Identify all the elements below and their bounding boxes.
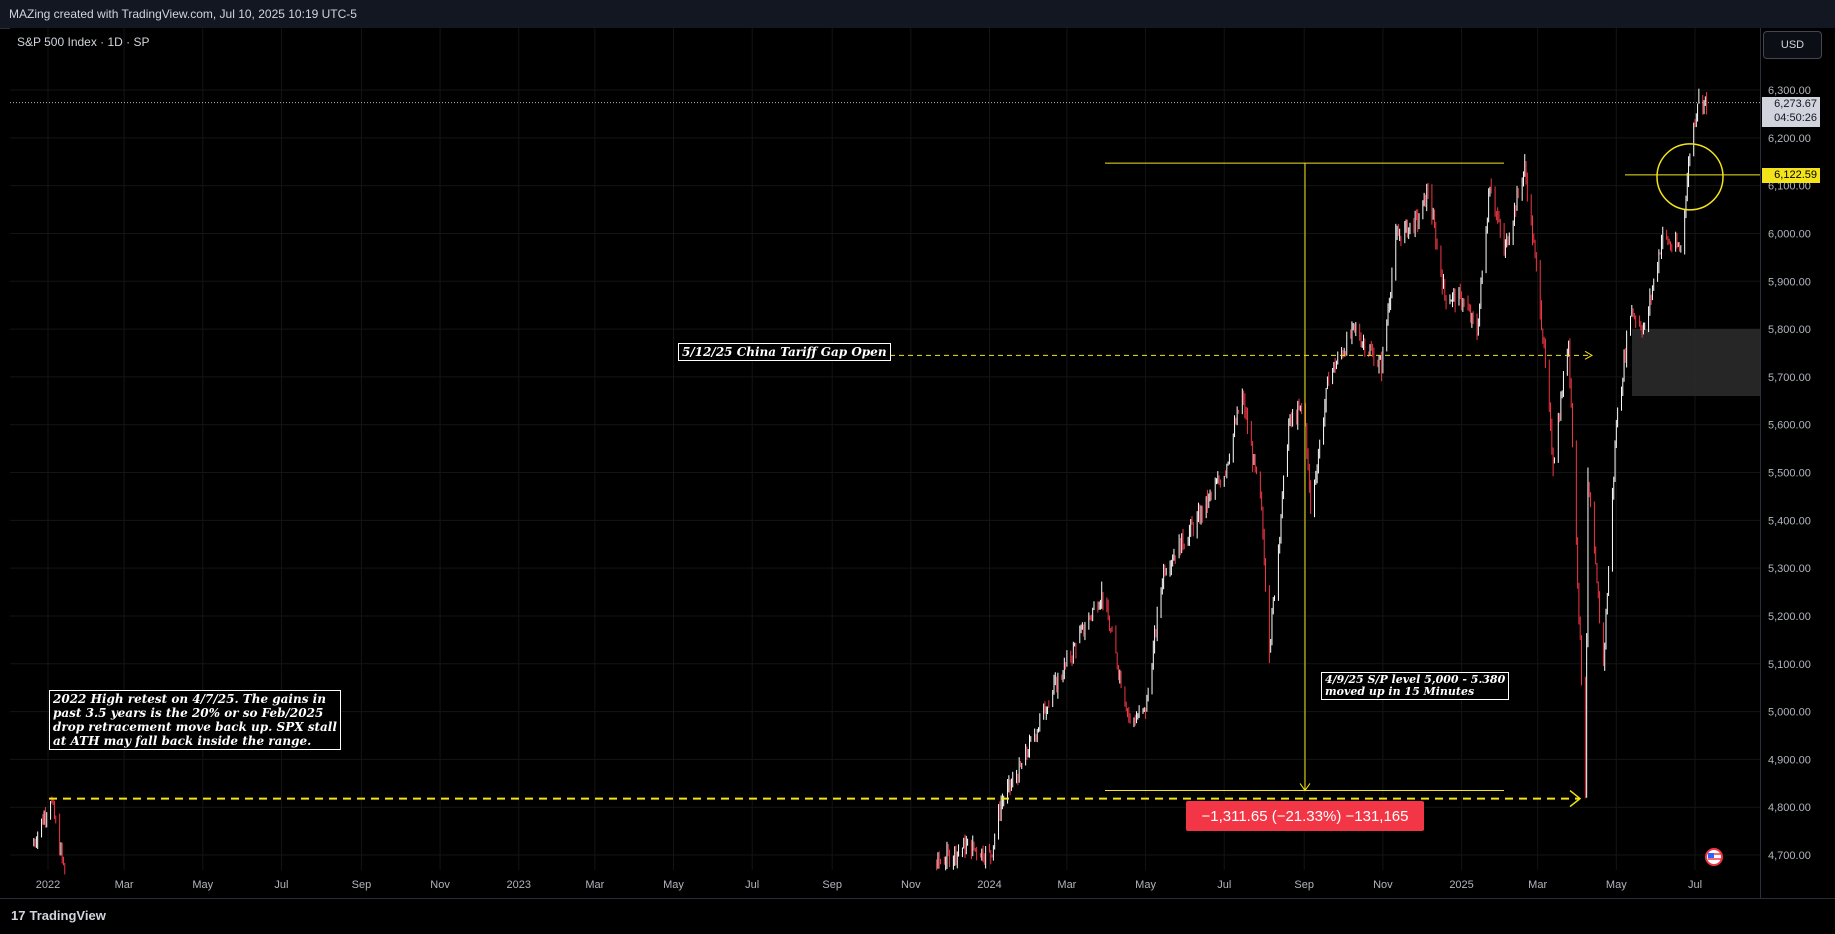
x-tick-label: May xyxy=(663,879,684,891)
currency-button[interactable]: USD xyxy=(1763,31,1822,59)
y-tick-label: 5,800.00 xyxy=(1768,324,1811,336)
y-tick-label: 5,200.00 xyxy=(1768,611,1811,623)
x-tick-label: May xyxy=(1135,879,1156,891)
x-tick-label: Nov xyxy=(430,879,450,891)
x-tick-label: Mar xyxy=(585,879,604,891)
measure-label: −1,311.65 (−21.33%) −131,165 xyxy=(1186,801,1424,831)
tradingview-logo-icon: 17 xyxy=(11,908,26,923)
y-tick-label: 5,700.00 xyxy=(1768,372,1811,384)
y-tick-label: 4,800.00 xyxy=(1768,802,1811,814)
x-tick-label: Jul xyxy=(1217,879,1231,891)
level-price-label: 6,122.59 xyxy=(1762,168,1820,183)
high-2022-arrow xyxy=(1569,789,1582,808)
y-tick-label: 5,000.00 xyxy=(1768,707,1811,719)
y-tick-label: 5,600.00 xyxy=(1768,420,1811,432)
x-tick-label: 2024 xyxy=(977,879,1001,891)
x-tick-label: Sep xyxy=(1294,879,1314,891)
y-tick-label: 4,700.00 xyxy=(1768,850,1811,862)
measure-arrow xyxy=(1299,783,1311,792)
last-price-label: 6,273.67 04:50:26 xyxy=(1762,97,1820,127)
y-tick-label: 4,900.00 xyxy=(1768,754,1811,766)
x-tick-label: May xyxy=(1606,879,1627,891)
high-retest-note[interactable]: 2022 High retest on 4/7/25. The gains in… xyxy=(49,690,341,750)
last-price-value: 6,273.67 xyxy=(1774,98,1817,110)
x-tick-label: Jul xyxy=(745,879,759,891)
grid-lines xyxy=(10,28,1760,870)
y-tick-label: 5,100.00 xyxy=(1768,659,1811,671)
y-tick-label: 6,300.00 xyxy=(1768,85,1811,97)
x-tick-label: 2025 xyxy=(1449,879,1473,891)
x-tick-label: 2022 xyxy=(36,879,60,891)
y-tick-label: 6,000.00 xyxy=(1768,228,1811,240)
tariff-gap-label[interactable]: 5/12/25 China Tariff Gap Open xyxy=(678,343,891,361)
highlight-circle xyxy=(1656,143,1724,211)
attribution-text: MAZing created with TradingView.com, Jul… xyxy=(9,7,357,21)
tradingview-logo[interactable]: 17 TradingView xyxy=(11,908,106,923)
y-tick-label: 5,300.00 xyxy=(1768,563,1811,575)
y-tick-label: 5,500.00 xyxy=(1768,468,1811,480)
y-tick-label: 6,100.00 xyxy=(1768,181,1811,193)
x-tick-label: 2023 xyxy=(507,879,531,891)
bottom-bar xyxy=(0,898,1835,934)
x-tick-label: May xyxy=(192,879,213,891)
x-tick-label: Sep xyxy=(822,879,842,891)
sp-level-note[interactable]: 4/9/25 S/P level 5,000 - 5.380 moved up … xyxy=(1321,672,1510,700)
x-tick-label: Mar xyxy=(1528,879,1547,891)
x-tick-label: Sep xyxy=(352,879,372,891)
x-tick-label: Nov xyxy=(901,879,921,891)
symbol-label[interactable]: S&P 500 Index · 1D · SP xyxy=(17,35,150,49)
x-tick-label: Mar xyxy=(1057,879,1076,891)
flag-icon[interactable] xyxy=(1701,847,1727,867)
chart-area[interactable] xyxy=(10,28,1760,898)
tariff-gap-arrow xyxy=(1584,350,1594,360)
tradingview-brand: TradingView xyxy=(29,908,106,923)
y-tick-label: 5,900.00 xyxy=(1768,276,1811,288)
y-tick-label: 5,400.00 xyxy=(1768,515,1811,527)
y-tick-label: 6,200.00 xyxy=(1768,133,1811,145)
gap-zone-box xyxy=(1632,329,1760,396)
x-tick-label: Mar xyxy=(115,879,134,891)
x-tick-label: Jul xyxy=(1688,879,1702,891)
x-tick-label: Nov xyxy=(1373,879,1393,891)
candles xyxy=(33,88,1708,875)
x-tick-label: Jul xyxy=(274,879,288,891)
countdown-value: 04:50:26 xyxy=(1774,112,1817,124)
